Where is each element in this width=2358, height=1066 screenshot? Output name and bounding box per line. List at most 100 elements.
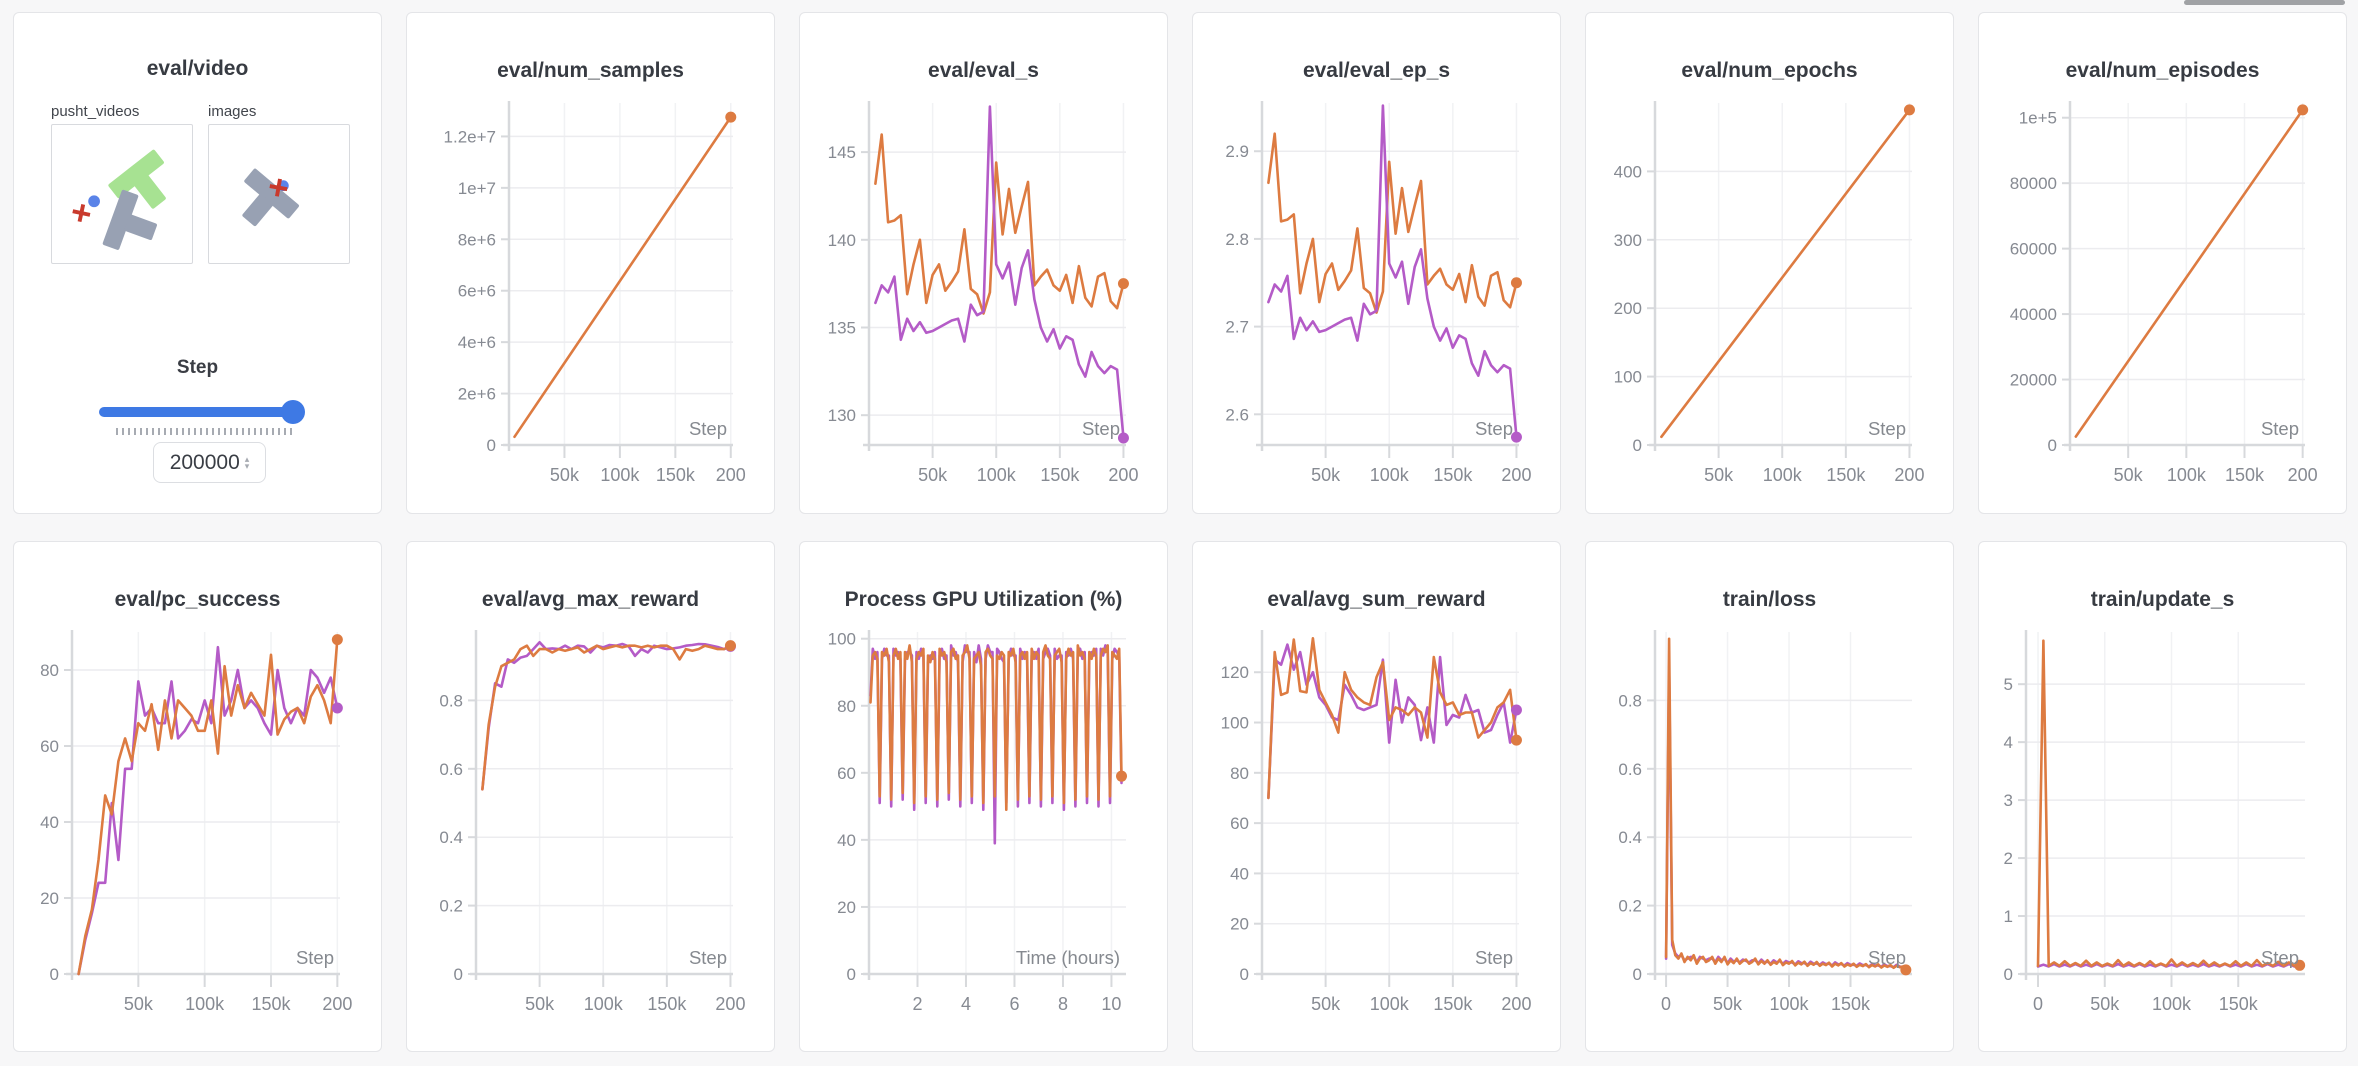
train-loss-chart[interactable]: 0 0.2 0.4 0.6 0.8 0 50k 100k 150k Step train/loss xyxy=(1586,542,1953,1051)
svg-text:50k: 50k xyxy=(918,465,948,485)
svg-text:100k: 100k xyxy=(1370,994,1410,1014)
step-value[interactable]: 200000 xyxy=(169,450,240,474)
video-thumbnail-pusht[interactable] xyxy=(51,124,193,264)
svg-text:50k: 50k xyxy=(124,994,154,1014)
svg-text:10: 10 xyxy=(1101,994,1121,1014)
step-number-input[interactable]: 200000 ▴ ▾ xyxy=(153,442,266,483)
svg-text:4: 4 xyxy=(961,994,971,1014)
svg-text:20000: 20000 xyxy=(2010,371,2057,390)
svg-text:8: 8 xyxy=(1058,994,1068,1014)
svg-text:200: 200 xyxy=(2288,465,2318,485)
svg-text:50k: 50k xyxy=(1704,465,1734,485)
panel-train-update-s: 0 1 2 3 4 5 0 50k 100k 150k Step train/update_s xyxy=(1978,541,2347,1052)
svg-text:150k: 150k xyxy=(2219,994,2259,1014)
panel-eval-num-episodes: 0 20000 40000 60000 80000 1e+5 50k 100k 150k 200 S… xyxy=(1978,12,2347,514)
horizontal-scrollbar-thumb[interactable] xyxy=(2184,0,2345,5)
svg-text:50k: 50k xyxy=(1311,994,1341,1014)
svg-text:100k: 100k xyxy=(2152,994,2192,1014)
panel-eval-eval-ep-s: 2.6 2.7 2.8 2.9 50k 100k 150k 200 Step eval/eval_… xyxy=(1192,12,1561,514)
eval-eval-ep-s-chart[interactable]: 2.6 2.7 2.8 2.9 50k 100k 150k 200 Step eval/eval_… xyxy=(1193,13,1560,513)
svg-text:60: 60 xyxy=(837,764,856,783)
svg-text:100: 100 xyxy=(1614,368,1642,387)
svg-text:80: 80 xyxy=(40,661,59,680)
svg-text:150k: 150k xyxy=(1831,994,1871,1014)
svg-text:0: 0 xyxy=(487,436,496,455)
svg-text:Step: Step xyxy=(1868,947,1906,968)
svg-text:60000: 60000 xyxy=(2010,240,2057,259)
svg-text:100k: 100k xyxy=(977,465,1017,485)
svg-text:40: 40 xyxy=(837,831,856,850)
svg-text:0: 0 xyxy=(847,965,856,984)
panel-eval-num-epochs: 0 100 200 300 400 50k 100k 150k 200 Step eval/num_… xyxy=(1585,12,1954,514)
svg-text:100k: 100k xyxy=(600,465,640,485)
svg-text:2.6: 2.6 xyxy=(1225,405,1249,424)
svg-text:4e+6: 4e+6 xyxy=(458,333,496,352)
svg-text:50k: 50k xyxy=(550,465,580,485)
svg-text:0.8: 0.8 xyxy=(1618,691,1642,710)
svg-text:Step: Step xyxy=(2261,418,2299,439)
svg-text:200: 200 xyxy=(1614,299,1642,318)
svg-text:eval/num_samples: eval/num_samples xyxy=(497,59,684,82)
svg-text:100k: 100k xyxy=(1763,465,1803,485)
svg-text:50k: 50k xyxy=(525,994,555,1014)
panel-eval-eval-s: 130 135 140 145 50k 100k 150k 200 Step eval/eval_… xyxy=(799,12,1168,514)
svg-text:100k: 100k xyxy=(584,994,624,1014)
eval-num-samples-chart[interactable]: 0 2e+6 4e+6 6e+6 8e+6 1e+7 1.2e+7 50k 100k 150k 20… xyxy=(407,13,774,513)
svg-text:eval/avg_max_reward: eval/avg_max_reward xyxy=(482,588,699,611)
svg-text:3: 3 xyxy=(2004,791,2013,810)
svg-text:2.8: 2.8 xyxy=(1225,230,1249,249)
pusht-scene-icon xyxy=(72,149,166,250)
svg-text:120: 120 xyxy=(1221,663,1249,682)
svg-text:2.7: 2.7 xyxy=(1225,318,1249,337)
panel-eval-pc-success: 0 20 40 60 80 50k 100k 150k 200 Step eval/pc_succe… xyxy=(13,541,382,1052)
svg-text:150k: 150k xyxy=(656,465,696,485)
eval-num-episodes-chart[interactable]: 0 20000 40000 60000 80000 1e+5 50k 100k 150k 200 S… xyxy=(1979,13,2346,513)
svg-text:1: 1 xyxy=(2004,907,2013,926)
svg-text:0: 0 xyxy=(1633,436,1642,455)
svg-text:0: 0 xyxy=(2004,965,2013,984)
svg-text:50k: 50k xyxy=(2114,465,2144,485)
eval-eval-s-chart[interactable]: 130 135 140 145 50k 100k 150k 200 Step eval/eval_… xyxy=(800,13,1167,513)
svg-text:eval/pc_success: eval/pc_success xyxy=(115,588,281,611)
svg-text:80: 80 xyxy=(837,697,856,716)
svg-text:Step: Step xyxy=(296,947,334,968)
svg-text:eval/avg_sum_reward: eval/avg_sum_reward xyxy=(1267,588,1485,611)
svg-text:8e+6: 8e+6 xyxy=(458,230,496,249)
svg-text:40: 40 xyxy=(1230,864,1249,883)
svg-text:6e+6: 6e+6 xyxy=(458,282,496,301)
eval-avg-sum-reward-chart[interactable]: 0 20 40 60 80 100 120 50k 100k 150k 200 Step eval/av… xyxy=(1193,542,1560,1051)
svg-text:0: 0 xyxy=(1240,965,1249,984)
svg-text:145: 145 xyxy=(828,143,856,162)
svg-text:100k: 100k xyxy=(185,994,225,1014)
svg-text:20: 20 xyxy=(837,898,856,917)
panel-gpu-utilization: 0 20 40 60 80 100 2 4 6 8 10 Time (hours) Process GP… xyxy=(799,541,1168,1052)
step-slider[interactable] xyxy=(99,400,305,424)
svg-text:Step: Step xyxy=(1475,418,1513,439)
svg-text:200: 200 xyxy=(1501,994,1531,1014)
svg-text:150k: 150k xyxy=(1040,465,1080,485)
svg-text:0: 0 xyxy=(50,965,59,984)
slider-handle[interactable] xyxy=(281,400,305,424)
svg-text:100k: 100k xyxy=(1770,994,1810,1014)
eval-num-epochs-chart[interactable]: 0 100 200 300 400 50k 100k 150k 200 Step eval/num_… xyxy=(1586,13,1953,513)
stepper-arrows-icon[interactable]: ▴ ▾ xyxy=(244,453,250,471)
svg-text:100: 100 xyxy=(1221,714,1249,733)
svg-text:50k: 50k xyxy=(1713,994,1743,1014)
svg-text:2.9: 2.9 xyxy=(1225,142,1249,161)
gpu-utilization-chart[interactable]: 0 20 40 60 80 100 2 4 6 8 10 Time (hours) Process GP… xyxy=(800,542,1167,1051)
eval-avg-max-reward-chart[interactable]: 0 0.2 0.4 0.6 0.8 50k 100k 150k 200 Step eval/avg_… xyxy=(407,542,774,1051)
train-update-s-chart[interactable]: 0 1 2 3 4 5 0 50k 100k 150k Step train/update_s xyxy=(1979,542,2346,1051)
slider-track[interactable] xyxy=(99,407,301,417)
eval-pc-success-chart[interactable]: 0 20 40 60 80 50k 100k 150k 200 Step eval/pc_succe… xyxy=(14,542,381,1051)
video-thumbnail-images[interactable] xyxy=(208,124,350,264)
svg-text:50k: 50k xyxy=(1311,465,1341,485)
svg-text:150k: 150k xyxy=(2225,465,2265,485)
svg-text:150k: 150k xyxy=(647,994,687,1014)
svg-text:0.6: 0.6 xyxy=(1618,760,1642,779)
svg-text:135: 135 xyxy=(828,318,856,337)
svg-text:5: 5 xyxy=(2004,675,2013,694)
svg-text:Step: Step xyxy=(2261,947,2299,968)
svg-text:50k: 50k xyxy=(2090,994,2120,1014)
svg-text:40000: 40000 xyxy=(2010,305,2057,324)
